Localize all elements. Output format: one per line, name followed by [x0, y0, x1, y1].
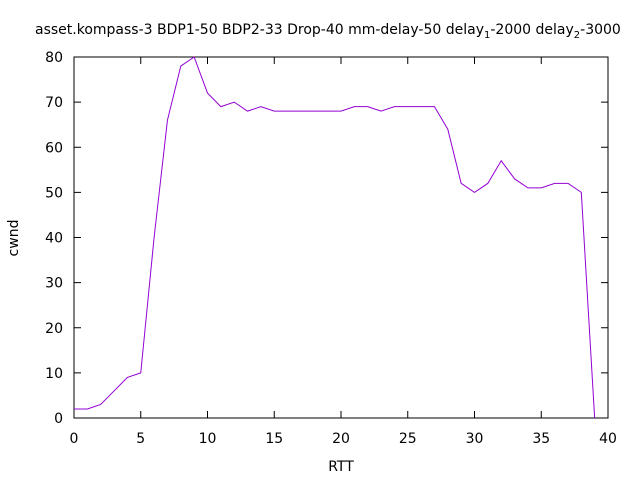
y-tick-label: 60 [45, 140, 63, 156]
x-tick-label: 25 [399, 431, 417, 447]
x-tick-label: 20 [332, 431, 350, 447]
y-tick-label: 40 [45, 231, 63, 247]
x-tick-label: 0 [70, 431, 79, 447]
axis-tick-labels: 0 5 10 15 20 25 30 35 40 0 10 20 30 40 50 60 70 80 [45, 50, 617, 447]
y-tick-label: 50 [45, 185, 63, 201]
series-group [74, 56, 596, 419]
chart-title-suffix: -3000 [580, 22, 621, 38]
chart-title-mid: -2000 delay [490, 22, 573, 38]
y-tick-label: 0 [54, 411, 63, 427]
x-tick-label: 40 [599, 431, 617, 447]
x-tick-label: 5 [136, 431, 145, 447]
x-tick-label: 15 [265, 431, 283, 447]
x-tick-label: 10 [199, 431, 217, 447]
chart-title-subscript-2: 2 [574, 30, 580, 41]
chart-title: asset.kompass-3 BDP1-50 BDP2-33 Drop-40 … [35, 22, 621, 41]
x-tick-label: 35 [532, 431, 550, 447]
y-tick-label: 70 [45, 95, 63, 111]
y-tick-label: 20 [45, 321, 63, 337]
y-tick-label: 10 [45, 366, 63, 382]
x-tick-label: 30 [466, 431, 484, 447]
chart-title-subscript-1: 1 [484, 30, 490, 41]
axis-ticks [73, 56, 609, 419]
chart-title-prefix: asset.kompass-3 BDP1-50 BDP2-33 Drop-40 … [35, 22, 484, 38]
y-tick-label: 80 [45, 50, 63, 66]
series-line [74, 56, 596, 419]
x-axis-label: RTT [328, 459, 354, 475]
y-tick-label: 30 [45, 276, 63, 292]
y-axis-label: cwnd [6, 220, 22, 257]
